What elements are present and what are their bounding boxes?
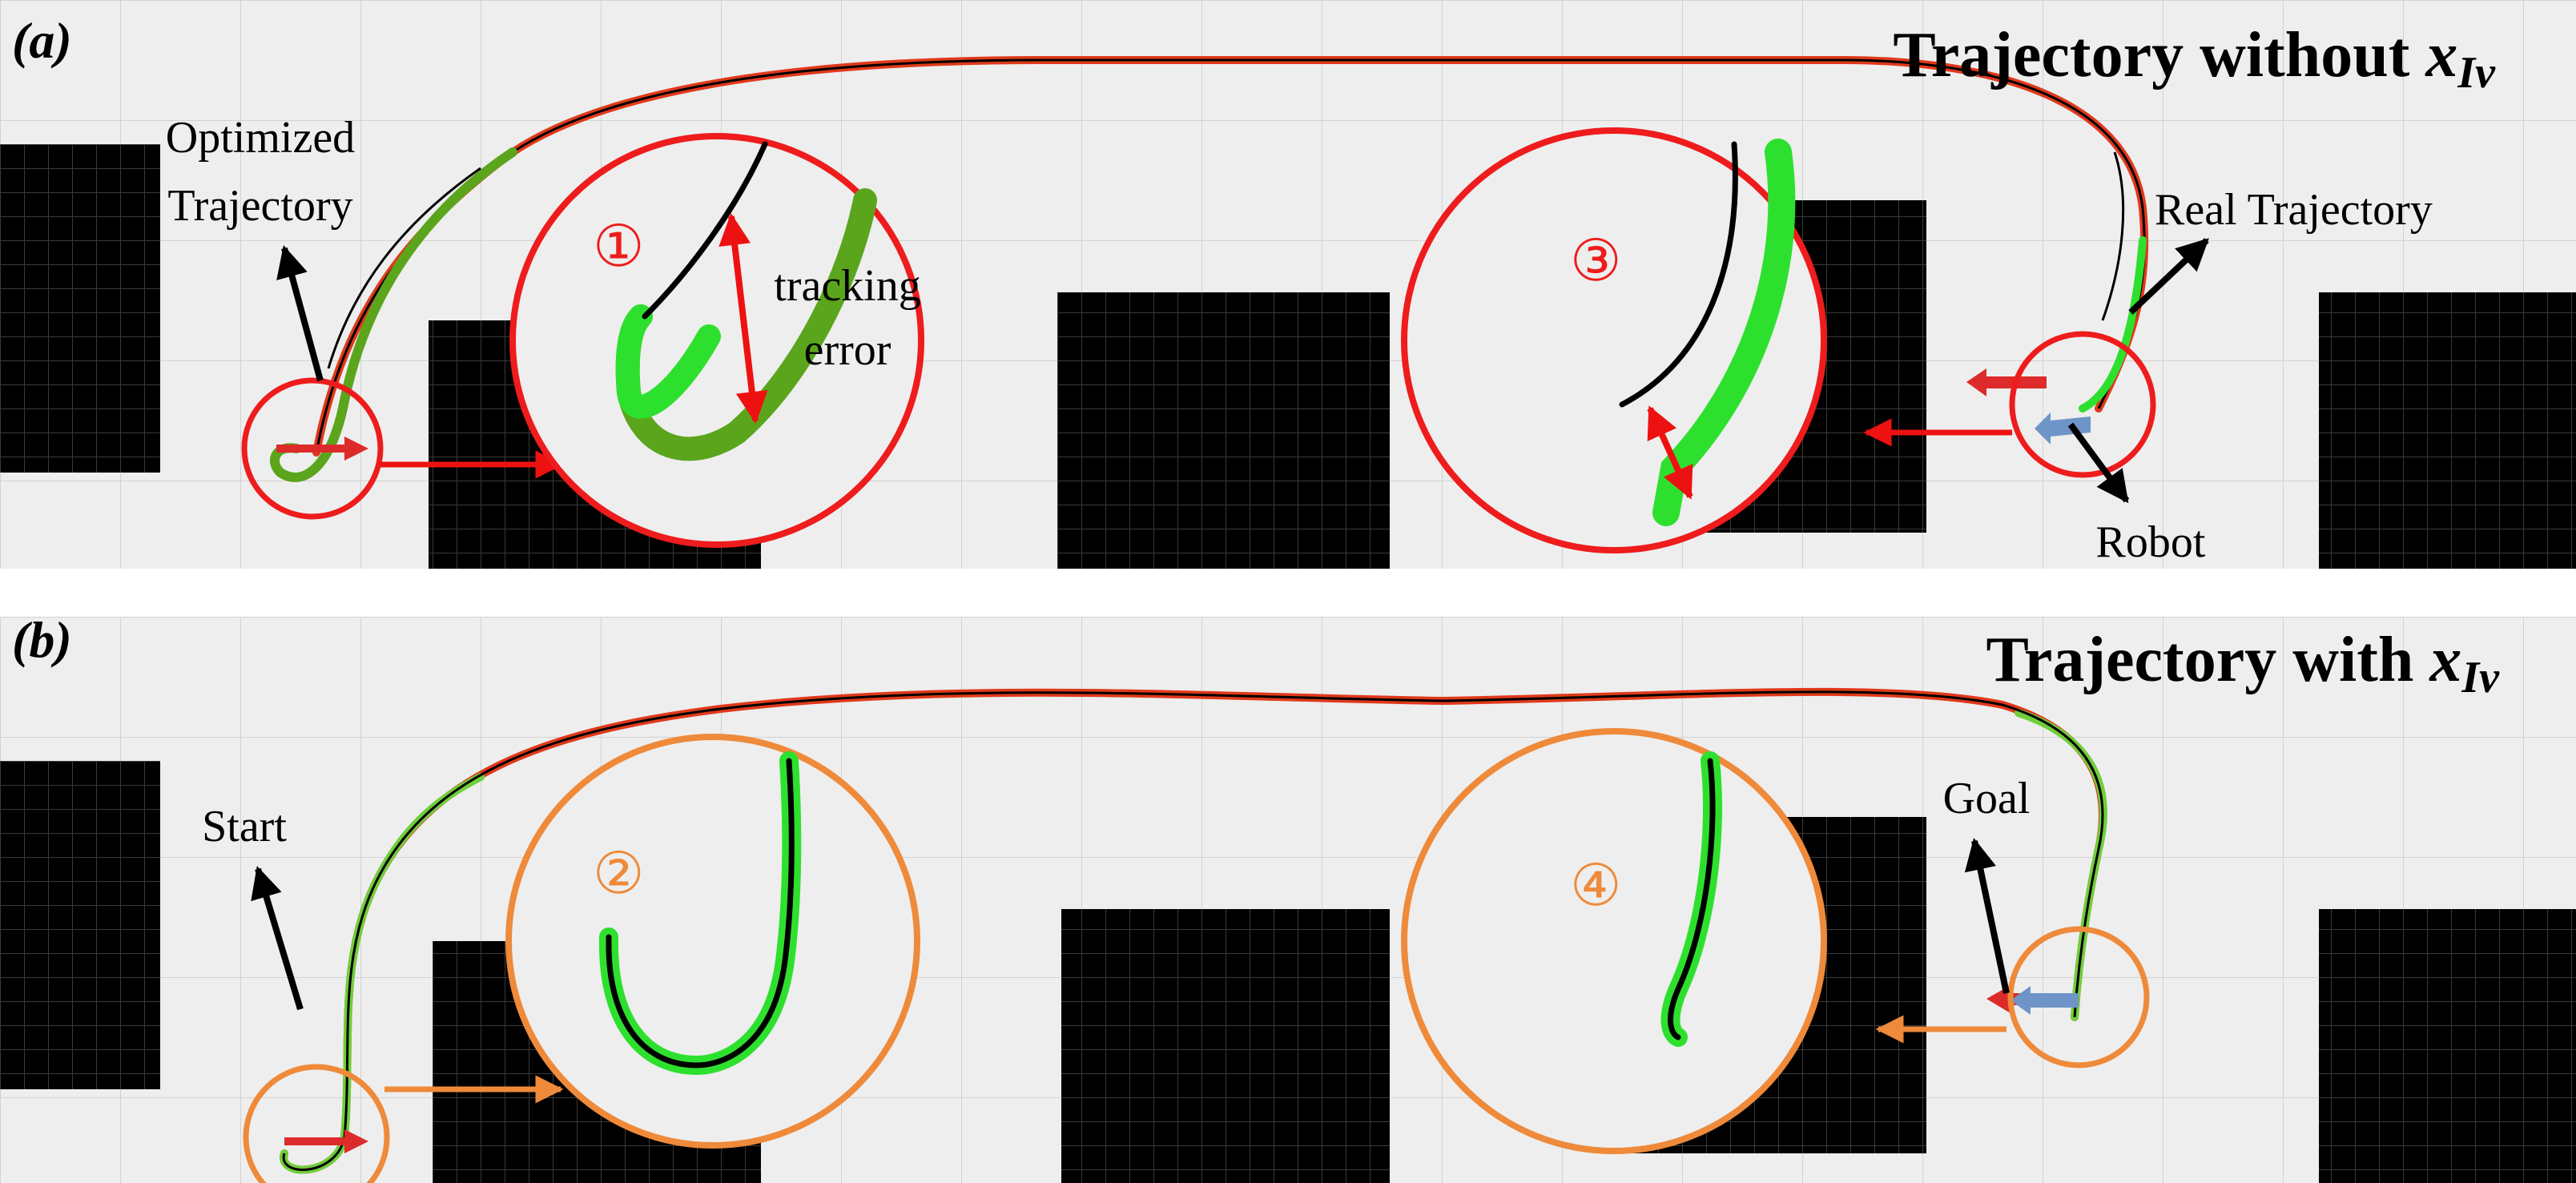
robot-label: Robot — [2096, 517, 2206, 567]
zoom-circle-small — [243, 1064, 390, 1183]
panel-label: (a) — [12, 12, 72, 69]
obstacle — [2319, 292, 2576, 569]
panel-a: ① tracking error ③ Optimized Trajectory … — [0, 0, 2576, 569]
marker-2: ② — [593, 839, 645, 907]
zoom-circle-small — [2007, 926, 2150, 1068]
callout-arrow — [251, 866, 304, 1011]
callout-arrow — [1964, 838, 2010, 994]
start-label: Start — [202, 802, 287, 851]
obstacle — [1061, 909, 1390, 1183]
optimized-trajectory-overview — [282, 690, 2104, 1171]
panel-label: (b) — [12, 617, 72, 668]
tracking-error-label: error — [804, 325, 892, 375]
panel-title: Trajectory with xIv — [1986, 625, 2500, 702]
optimized-trajectory-zoom — [1668, 758, 1716, 1040]
real-trajectory-zoom — [1652, 139, 1796, 526]
obstacle — [0, 144, 160, 473]
optimized-trajectory-end — [2101, 151, 2125, 321]
real-trajectory-start — [270, 147, 517, 482]
robot-arrow — [2035, 412, 2091, 445]
zoom-circle-3 — [1401, 127, 1827, 553]
zoom-circle-small — [2009, 331, 2156, 478]
obstacle — [0, 761, 160, 1089]
heading-arrow — [1966, 368, 2047, 396]
marker-4: ④ — [1570, 851, 1622, 919]
zoom-circle-2 — [505, 734, 920, 1149]
optimized-trajectory-label: Optimized — [166, 113, 355, 163]
callout-arrow — [2067, 422, 2130, 504]
tracking-error-arrow — [718, 213, 768, 424]
panel-a-canvas: ① tracking error ③ Optimized Trajectory … — [0, 0, 2576, 569]
optimized-trajectory-zoom — [1619, 141, 1738, 408]
heading-arrow — [276, 437, 368, 461]
obstacle — [2319, 909, 2576, 1183]
heading-arrow — [284, 1129, 368, 1153]
zoom-circle-4 — [1401, 728, 1827, 1154]
marker-1: ① — [593, 212, 645, 280]
panel-b-canvas: ② ④ Start Goal (b) Trajectory with xIv — [0, 617, 2576, 1183]
marker-3: ③ — [1570, 227, 1622, 294]
panel-b: ② ④ Start Goal (b) Trajectory with xIv — [0, 617, 2576, 1183]
optimized-trajectory-start — [327, 167, 481, 369]
real-trajectory-label: Real Trajectory — [2155, 185, 2433, 235]
optimized-trajectory-zoom — [606, 758, 795, 1068]
tracking-error-arrow — [1647, 405, 1693, 500]
real-trajectory-end — [2079, 236, 2147, 412]
real-trajectory-zoom-start — [615, 304, 721, 419]
callout-arrow — [276, 245, 324, 382]
robot-arrow — [2010, 986, 2079, 1015]
tracking-error-label: tracking — [774, 261, 920, 311]
callout-arrow — [2128, 238, 2209, 315]
panel-title: Trajectory without xIv — [1893, 20, 2496, 98]
goal-label: Goal — [1943, 774, 2031, 823]
optimized-trajectory-zoom — [642, 141, 768, 320]
zoom-circle-small — [241, 377, 384, 520]
optimized-trajectory-label: Trajectory — [167, 181, 352, 231]
obstacle — [1057, 292, 1390, 569]
